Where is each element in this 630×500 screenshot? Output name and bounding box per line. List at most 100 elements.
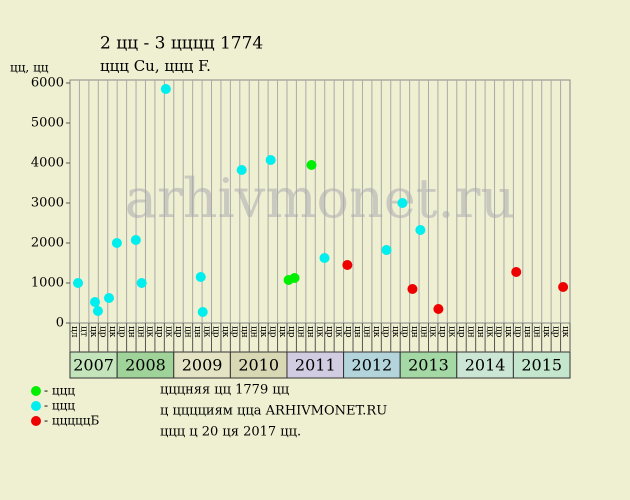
- month-label: цр: [230, 326, 240, 338]
- y-tick-label: 2000: [31, 236, 64, 251]
- year-label: 2012: [352, 356, 393, 375]
- month-label: цн: [531, 326, 541, 338]
- month-label: цн: [248, 326, 258, 338]
- year-box: [69, 351, 118, 379]
- month-label: цр: [456, 326, 466, 338]
- year-box: [399, 351, 458, 379]
- month-label: цр: [550, 326, 560, 338]
- month-label: цн: [135, 326, 145, 338]
- point: [236, 165, 247, 175]
- y-tick-label: 3000: [31, 196, 64, 211]
- point: [195, 272, 206, 282]
- point: [92, 306, 103, 316]
- year-label: 2014: [465, 356, 506, 375]
- year-label: 2011: [295, 356, 336, 375]
- month-label: цн: [192, 326, 202, 338]
- month-label: цк: [145, 326, 155, 338]
- legend-label: - ццц: [44, 399, 75, 413]
- watermark: arhivmonet.ru: [125, 167, 515, 230]
- year-label: 2010: [238, 356, 279, 375]
- month-label: цк: [333, 326, 343, 338]
- month-label: цк: [503, 326, 513, 338]
- month-label: цт: [79, 326, 89, 337]
- month-label: цк: [315, 326, 325, 338]
- month-label: цк: [201, 326, 211, 338]
- month-label: цр: [173, 326, 183, 338]
- point: [160, 84, 171, 94]
- legend-marker: [31, 416, 41, 426]
- y-tick-label: 4000: [31, 156, 64, 171]
- legend-marker: [31, 386, 41, 396]
- month-label: цр: [324, 326, 334, 338]
- month-label: цк: [88, 326, 98, 338]
- point: [130, 235, 141, 245]
- month-label: цн: [126, 326, 136, 338]
- point: [197, 307, 208, 317]
- month-label: цк: [428, 326, 438, 338]
- month-label: цр: [267, 326, 277, 338]
- month-label: цк: [258, 326, 268, 338]
- y-tick-label: 0: [56, 316, 64, 331]
- point: [136, 278, 147, 288]
- month-label: цк: [220, 326, 230, 338]
- point: [381, 245, 392, 255]
- point: [73, 278, 84, 288]
- month-label: цр: [211, 326, 221, 338]
- month-label: цк: [447, 326, 457, 338]
- month-label: цк: [484, 326, 494, 338]
- year-label: 2013: [408, 356, 449, 375]
- legend-label: - цццццБ: [44, 414, 99, 428]
- point: [319, 253, 330, 263]
- month-label: цн: [418, 326, 428, 338]
- year-label: 2015: [521, 356, 562, 375]
- month-label: цн: [475, 326, 485, 338]
- month-label: цк: [164, 326, 174, 338]
- point: [433, 304, 444, 314]
- month-label: цк: [107, 326, 117, 338]
- point: [306, 160, 317, 170]
- note: ццц ц 20 ця 2017 цц.: [160, 425, 301, 440]
- year-box: [512, 351, 571, 379]
- note: ц цццциям ццa ARHIVMONET.RU: [160, 404, 387, 419]
- point: [511, 267, 522, 277]
- month-label: цр: [343, 326, 353, 338]
- legend-marker: [31, 401, 41, 411]
- month-label: цн: [522, 326, 532, 338]
- month-label: цн: [465, 326, 475, 338]
- y-tick-label: 5000: [31, 116, 64, 131]
- year-label: 2008: [125, 356, 166, 375]
- year-box: [229, 351, 288, 379]
- month-label: цк: [277, 326, 287, 338]
- point: [111, 238, 122, 248]
- point: [90, 297, 100, 307]
- month-label: цн: [409, 326, 419, 338]
- month-label: цн: [182, 326, 192, 338]
- plot-area: [69, 79, 571, 324]
- point: [397, 198, 408, 208]
- y-tick-label: 1000: [31, 276, 64, 291]
- month-label: цр: [381, 326, 391, 338]
- month-label: цн: [362, 326, 372, 338]
- month-label: цн: [352, 326, 362, 338]
- point: [265, 155, 276, 165]
- month-label: цк: [371, 326, 381, 338]
- legend-label: - ццц: [44, 384, 75, 398]
- month-label: цк: [541, 326, 551, 338]
- chart-subtitle: ццц Cu, ццц F.: [100, 57, 211, 75]
- month-label: цн: [296, 326, 306, 338]
- point: [342, 260, 353, 270]
- point: [558, 282, 569, 292]
- month-label: цр: [437, 326, 447, 338]
- month-label: цн: [305, 326, 315, 338]
- month-label: цр: [399, 326, 409, 338]
- point: [415, 225, 426, 235]
- point: [103, 293, 114, 303]
- month-label: цн: [239, 326, 249, 338]
- y-axis-label: цц, цц: [10, 61, 49, 75]
- month-label: цр: [494, 326, 504, 338]
- month-label: цр: [286, 326, 296, 338]
- y-tick-label: 6000: [31, 76, 64, 91]
- year-label: 2007: [73, 356, 114, 375]
- month-label: цр: [116, 326, 126, 338]
